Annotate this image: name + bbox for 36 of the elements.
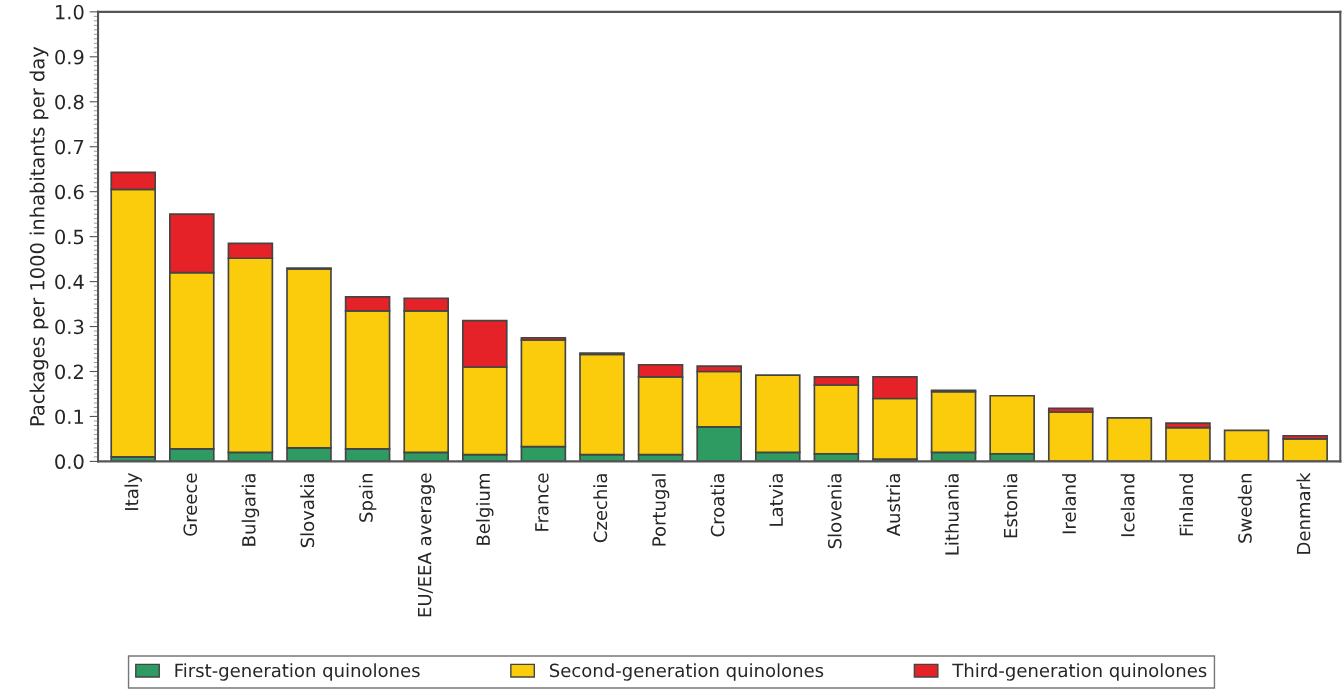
y-tick-label: 0.0 <box>55 454 84 470</box>
x-tick-label: Austria <box>886 474 901 537</box>
x-tick-label: Spain <box>358 474 377 522</box>
x-tick-label: Bulgaria <box>241 474 260 546</box>
y-tick-label: 1.0 <box>56 4 84 20</box>
legend-label: Third-generation quinolones <box>952 663 1207 681</box>
x-tick-label: Denmark <box>1296 472 1311 554</box>
y-axis-title: Packages per 1000 inhabitants per day <box>29 46 49 426</box>
y-tick-label: 0.2 <box>55 364 83 380</box>
x-tick-label: Estonia <box>1003 474 1018 538</box>
x-tick-label: EU/EEA average <box>418 473 435 617</box>
x-tick-label: Lithuania <box>944 474 959 555</box>
x-tick-label: Czechia <box>593 474 608 543</box>
y-tick-label: 0.3 <box>55 319 84 335</box>
x-tick-label: Ireland <box>1062 474 1076 534</box>
x-tick-label: Greece <box>183 473 198 536</box>
x-tick-label: Italy <box>124 473 142 510</box>
x-tick-label: Finland <box>1179 474 1194 536</box>
y-tick-label: 0.9 <box>55 49 84 65</box>
x-tick-label: Slovakia <box>300 474 315 548</box>
y-tick-label: 0.8 <box>55 94 84 110</box>
legend-label: Second-generation quinolones <box>549 663 824 681</box>
x-tick-label: Belgium <box>476 474 494 545</box>
x-tick-label: Iceland <box>1120 474 1135 537</box>
x-tick-label: Slovenia <box>827 474 842 549</box>
x-tick-label: Latvia <box>769 474 784 526</box>
y-tick-label: 0.7 <box>55 139 84 155</box>
y-tick-label: 0.6 <box>55 184 84 200</box>
y-tick-label: 0.1 <box>55 409 84 425</box>
x-tick-label: Portugal <box>651 474 670 546</box>
x-tick-label: Croatia <box>710 474 725 537</box>
legend-label: First-generation quinolones <box>175 663 420 681</box>
y-tick-label: 0.4 <box>55 274 84 290</box>
x-tick-label: Sweden <box>1237 474 1252 543</box>
y-tick-label: 0.5 <box>55 229 84 245</box>
x-tick-label: France <box>535 473 549 531</box>
